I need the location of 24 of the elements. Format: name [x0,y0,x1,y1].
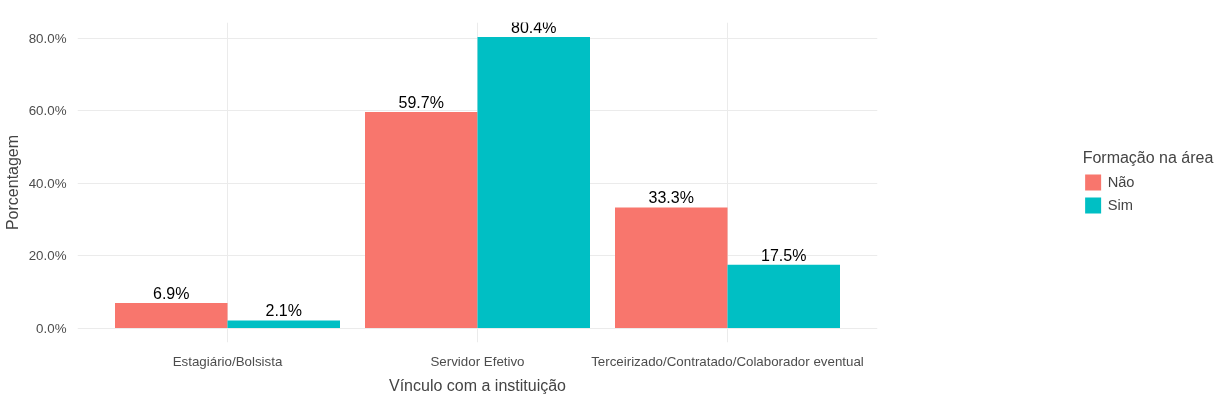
bar [477,36,590,329]
legend-label: Não [1107,174,1135,190]
y-tick-label: 0.0% [36,320,67,336]
bar [615,207,728,329]
legend-label: Sim [1107,197,1133,213]
y-tick-label: 80.0% [28,30,67,46]
bar [365,111,478,329]
y-tick-label: 60.0% [28,103,67,119]
y-tick-label: 20.0% [28,248,67,264]
data-label: 33.3% [648,189,694,207]
bar [727,264,840,329]
data-label: 2.1% [265,302,302,320]
bar [115,303,228,329]
data-label: 6.9% [153,285,190,303]
bar [227,320,340,329]
y-tick-label: 40.0% [28,175,67,191]
data-label: 59.7% [398,93,444,111]
y-axis-title: Porcentagem [3,134,21,231]
data-label: 17.5% [761,246,807,264]
x-tick-label: Servidor Efetivo [430,353,525,369]
x-tick-label: Estagiário/Bolsista [172,353,283,369]
x-tick-label: Terceirizado/Contratado/Colaborador eventual [591,353,864,369]
legend-title: Formação na área [1082,149,1214,167]
x-axis-title: Vínculo com a instituição [389,376,567,394]
